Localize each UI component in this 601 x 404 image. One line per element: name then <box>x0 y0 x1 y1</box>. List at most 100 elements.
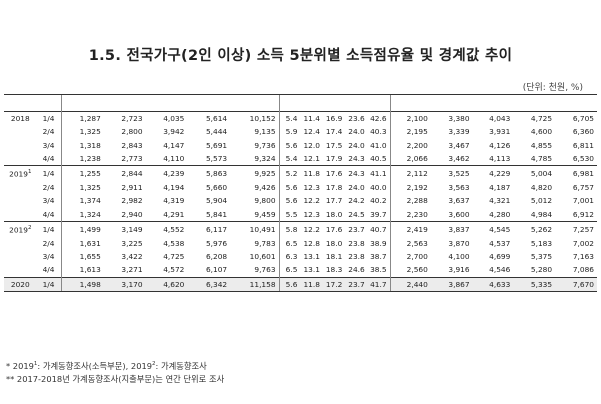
unit-label: (단위: 천원, %) <box>522 83 583 93</box>
share-cell: 18.1 <box>325 251 343 261</box>
boundary-cell: 2,563 <box>389 236 431 250</box>
share-cell: 23.6 <box>345 111 367 126</box>
income-cell: 5,444 <box>205 127 228 137</box>
year-cell: 20191 <box>4 165 37 181</box>
share-cell: 11.8 <box>300 165 323 181</box>
share-cell: 17.8 <box>325 182 343 192</box>
share-cell: 5.4 <box>278 111 301 126</box>
share-cell: 13.1 <box>303 251 320 261</box>
share-cell: 42.6 <box>366 111 391 126</box>
quarter-cell: 4/4 <box>42 153 55 163</box>
share-cell: 11.4 <box>300 111 323 126</box>
share-cell: 17.7 <box>325 196 343 206</box>
page-title: 1.5. 전국가구(2인 이상) 소득 5분위별 소득점유율 및 경계값 추이 <box>88 48 513 64</box>
year-cell <box>4 263 37 277</box>
share-cell: 5.9 <box>278 125 301 139</box>
income-cell: 2,723 <box>103 111 146 126</box>
table-row: 2018 1/4 1,287 2,723 4,035 5,614 10,152 5.4 11.4… <box>4 111 597 126</box>
share-cell: 40.7 <box>366 220 391 237</box>
income-cell: 1,238 <box>60 151 104 166</box>
boundary-cell: 3,916 <box>448 265 470 275</box>
share-cell: 16.9 <box>322 111 346 126</box>
year-cell <box>4 250 37 263</box>
table-row: 4/4 1,613 3,271 4,572 6,107 9,763 6.5 13.1 18.3 2… <box>4 263 597 277</box>
income-cell: 9,763 <box>254 265 276 275</box>
share-cell: 38.7 <box>370 251 387 261</box>
boundary-cell: 4,537 <box>489 238 511 248</box>
income-cell: 2,773 <box>121 153 143 163</box>
share-cell: 24.0 <box>348 127 365 137</box>
boundary-cell: 4,100 <box>448 251 470 261</box>
boundary-cell: 3,837 <box>430 220 473 237</box>
share-cell: 41.0 <box>370 140 387 150</box>
income-cell: 9,800 <box>254 196 276 206</box>
quarter-cell: 1/4 <box>36 165 62 181</box>
boundary-cell: 6,981 <box>555 165 597 181</box>
table-row: 20191 1/4 1,255 2,844 4,239 5,863 9,925 5.2 11.8… <box>4 165 597 181</box>
footnotes: * 20191: 가계동향조사(소득부문), 20192: 가계동향조사 ** … <box>6 358 224 386</box>
quarter-cell: 3/4 <box>42 251 55 261</box>
income-cell: 5,614 <box>187 111 231 126</box>
header-cell <box>555 94 597 112</box>
boundary-cell: 3,525 <box>430 165 473 181</box>
boundary-cell: 5,012 <box>530 196 553 206</box>
income-cell: 3,149 <box>103 220 146 237</box>
boundary-cell: 2,560 <box>389 263 431 277</box>
share-cell: 12.3 <box>303 182 320 192</box>
share-cell: 17.6 <box>322 220 346 237</box>
table-header-row <box>4 94 597 112</box>
share-cell: 23.7 <box>345 220 367 237</box>
income-cell: 4,620 <box>145 276 188 292</box>
share-cell: 5.6 <box>278 194 301 208</box>
boundary-cell: 4,546 <box>489 265 511 275</box>
share-cell: 12.8 <box>303 238 320 248</box>
income-cell: 9,736 <box>254 140 276 150</box>
footnote-2: ** 2017-2018년 가계동향조사(지출부문)는 연간 단위로 조사 <box>6 373 225 384</box>
income-cell: 5,573 <box>205 153 228 163</box>
boundary-cell: 4,187 <box>489 182 511 192</box>
header-cell <box>513 94 556 112</box>
table-row: 4/4 1,324 2,940 4,291 5,841 9,459 5.5 12.3 18.0 2… <box>4 207 597 222</box>
header-cell <box>36 94 62 112</box>
boundary-cell: 3,563 <box>448 182 470 192</box>
share-cell: 17.2 <box>322 276 346 292</box>
boundary-cell: 4,545 <box>472 220 514 237</box>
income-cell: 2,800 <box>121 127 143 137</box>
boundary-cell: 7,001 <box>572 196 594 206</box>
boundary-cell: 5,375 <box>530 251 553 261</box>
boundary-cell: 5,335 <box>513 276 556 292</box>
share-cell: 11.8 <box>300 276 323 292</box>
income-cell: 1,287 <box>60 111 104 126</box>
share-cell: 5.5 <box>278 207 301 222</box>
header-cell <box>300 94 323 112</box>
quarter-cell: 1/4 <box>36 111 62 126</box>
year-cell <box>4 194 37 207</box>
share-cell: 40.3 <box>370 127 387 137</box>
boundary-cell: 2,195 <box>389 125 431 139</box>
share-cell: 5.4 <box>278 151 301 166</box>
boundary-cell: 4,280 <box>489 209 511 219</box>
boundary-cell: 5,280 <box>530 265 553 275</box>
income-cell: 6,208 <box>205 251 228 261</box>
income-cell: 5,976 <box>205 238 228 248</box>
income-cell: 5,691 <box>205 140 228 150</box>
share-cell: 40.2 <box>370 196 387 206</box>
year-cell <box>4 125 37 138</box>
income-cell: 9,324 <box>254 153 276 163</box>
boundary-cell: 4,113 <box>489 153 511 163</box>
share-cell: 18.0 <box>325 209 343 219</box>
income-cell: 9,426 <box>254 182 276 192</box>
share-cell: 24.3 <box>348 153 365 163</box>
share-cell: 38.9 <box>370 238 387 248</box>
boundary-cell: 2,419 <box>389 220 431 237</box>
header-cell <box>187 94 231 112</box>
year-cell: 2018 <box>4 111 37 126</box>
income-cell: 9,135 <box>254 127 276 137</box>
boundary-cell: 7,163 <box>572 251 594 261</box>
income-cell: 4,291 <box>163 209 185 219</box>
boundary-cell: 6,811 <box>572 140 594 150</box>
boundary-cell: 4,699 <box>489 251 511 261</box>
boundary-cell: 6,360 <box>572 127 594 137</box>
share-cell: 38.5 <box>370 265 387 275</box>
income-cell: 4,239 <box>145 165 188 181</box>
